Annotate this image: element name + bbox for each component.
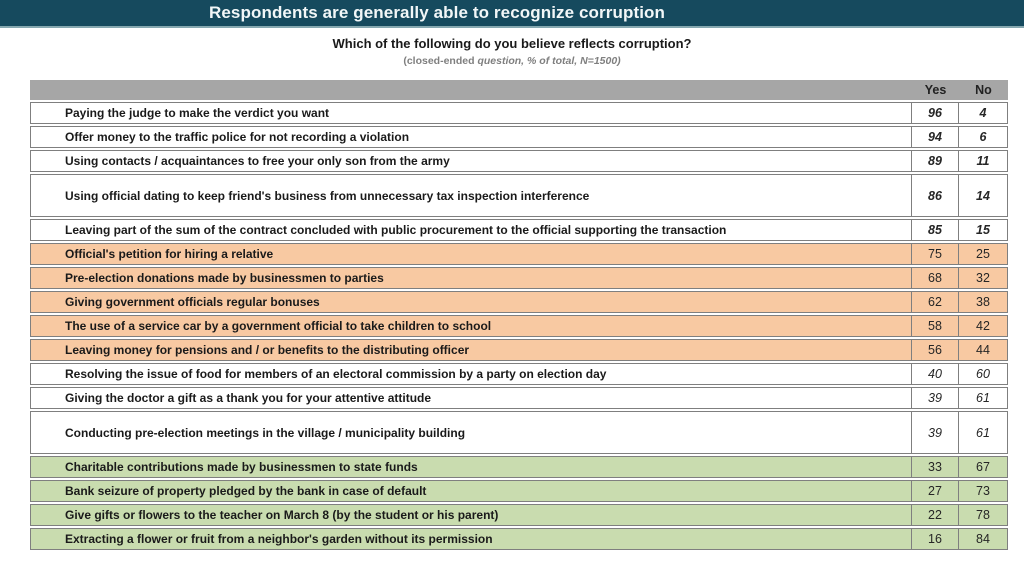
note-regular-part: (closed-ended (403, 55, 478, 67)
no-value: 44 (958, 340, 1007, 360)
table-row: Giving the doctor a gift as a thank you … (30, 387, 1008, 409)
yes-value: 33 (911, 457, 958, 477)
table-row: Extracting a flower or fruit from a neig… (30, 528, 1008, 550)
page-title: Respondents are generally able to recogn… (209, 3, 665, 22)
no-value: 67 (958, 457, 1007, 477)
statement-label: Give gifts or flowers to the teacher on … (65, 508, 499, 522)
yes-value: 56 (911, 340, 958, 360)
statement-label: Offer money to the traffic police for no… (65, 130, 410, 144)
no-value: 61 (958, 388, 1007, 408)
no-value: 42 (958, 316, 1007, 336)
no-value: 61 (958, 412, 1007, 453)
statement-label: Official's petition for hiring a relativ… (65, 247, 274, 261)
yes-value: 86 (911, 175, 958, 216)
yes-value: 85 (911, 220, 958, 240)
no-value: 78 (958, 505, 1007, 525)
table-row: Pre-election donations made by businessm… (30, 267, 1008, 289)
statement-label: Bank seizure of property pledged by the … (65, 484, 427, 498)
yes-value: 75 (911, 244, 958, 264)
table-row: Using official dating to keep friend's b… (30, 174, 1008, 217)
no-value: 73 (958, 481, 1007, 501)
statement-label: Giving the doctor a gift as a thank you … (65, 391, 432, 405)
table-row: Bank seizure of property pledged by the … (30, 480, 1008, 502)
yes-value: 22 (911, 505, 958, 525)
yes-value: 89 (911, 151, 958, 171)
survey-table: Yes No Paying the judge to make the verd… (30, 80, 1008, 550)
yes-value: 94 (911, 127, 958, 147)
statement-label: Paying the judge to make the verdict you… (65, 106, 330, 120)
table-row: Official's petition for hiring a relativ… (30, 243, 1008, 265)
table-row: Give gifts or flowers to the teacher on … (30, 504, 1008, 526)
table-row: Resolving the issue of food for members … (30, 363, 1008, 385)
table-row: Offer money to the traffic police for no… (30, 126, 1008, 148)
no-value: 6 (958, 127, 1007, 147)
table-row: The use of a service car by a government… (30, 315, 1008, 337)
no-value: 32 (958, 268, 1007, 288)
methodology-note: (closed-ended question, % of total, N=15… (0, 55, 1024, 67)
yes-value: 39 (911, 388, 958, 408)
no-value: 25 (958, 244, 1007, 264)
yes-value: 96 (911, 103, 958, 123)
table-row: Charitable contributions made by busines… (30, 456, 1008, 478)
statement-label: Conducting pre-election meetings in the … (65, 425, 466, 440)
note-italic-part: question, % of total, N=1500) (477, 55, 621, 67)
table-row: Paying the judge to make the verdict you… (30, 102, 1008, 124)
statement-label: Using official dating to keep friend's b… (65, 188, 590, 203)
statement-label: Giving government officials regular bonu… (65, 295, 320, 309)
yes-value: 62 (911, 292, 958, 312)
statement-label: Charitable contributions made by busines… (65, 460, 418, 474)
yes-value: 40 (911, 364, 958, 384)
no-value: 15 (958, 220, 1007, 240)
no-value: 4 (958, 103, 1007, 123)
statement-label: Extracting a flower or fruit from a neig… (65, 532, 493, 546)
yes-value: 16 (911, 529, 958, 549)
yes-value: 27 (911, 481, 958, 501)
statement-label: Leaving money for pensions and / or bene… (65, 343, 470, 357)
yes-value: 68 (911, 268, 958, 288)
yes-value: 58 (911, 316, 958, 336)
statement-label: Using contacts / acquaintances to free y… (65, 154, 450, 168)
yes-value: 39 (911, 412, 958, 453)
column-header-yes: Yes (924, 83, 947, 97)
statement-label: Pre-election donations made by businessm… (65, 271, 384, 285)
statement-label: Resolving the issue of food for members … (65, 367, 607, 381)
no-value: 84 (958, 529, 1007, 549)
table-body: Paying the judge to make the verdict you… (30, 102, 1008, 550)
table-row: Using contacts / acquaintances to free y… (30, 150, 1008, 172)
question-subtitle: Which of the following do you believe re… (332, 36, 692, 51)
title-bar: Respondents are generally able to recogn… (0, 0, 1024, 28)
statement-label: Leaving part of the sum of the contract … (65, 223, 727, 237)
no-value: 38 (958, 292, 1007, 312)
table-header-row: Yes No (30, 80, 1008, 100)
table-row: Giving government officials regular bonu… (30, 291, 1008, 313)
no-value: 14 (958, 175, 1007, 216)
statement-label: The use of a service car by a government… (65, 319, 492, 333)
table-row: Conducting pre-election meetings in the … (30, 411, 1008, 454)
no-value: 11 (958, 151, 1007, 171)
table-row: Leaving part of the sum of the contract … (30, 219, 1008, 241)
no-value: 60 (958, 364, 1007, 384)
table-row: Leaving money for pensions and / or bene… (30, 339, 1008, 361)
column-header-no: No (975, 83, 992, 97)
